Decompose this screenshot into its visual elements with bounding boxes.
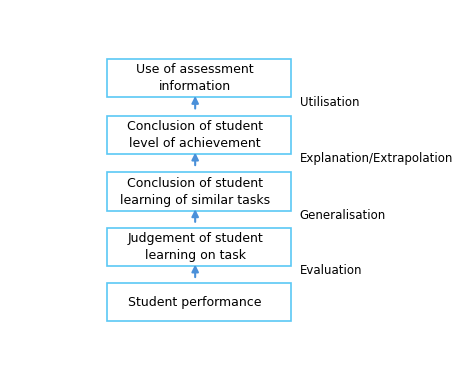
FancyBboxPatch shape [107,172,291,210]
Text: Student performance: Student performance [128,296,262,308]
Text: Generalisation: Generalisation [300,209,386,222]
Text: Conclusion of student
level of achievement: Conclusion of student level of achieveme… [127,120,263,150]
Text: Explanation/Extrapolation: Explanation/Extrapolation [300,152,453,166]
FancyBboxPatch shape [107,59,291,97]
Text: Judgement of student
learning on task: Judgement of student learning on task [128,232,263,262]
FancyBboxPatch shape [107,228,291,266]
Text: Use of assessment
information: Use of assessment information [137,63,254,93]
Text: Evaluation: Evaluation [300,264,362,277]
Text: Utilisation: Utilisation [300,96,359,109]
FancyBboxPatch shape [107,283,291,321]
FancyBboxPatch shape [107,116,291,154]
Text: Conclusion of student
learning of similar tasks: Conclusion of student learning of simila… [120,177,270,206]
